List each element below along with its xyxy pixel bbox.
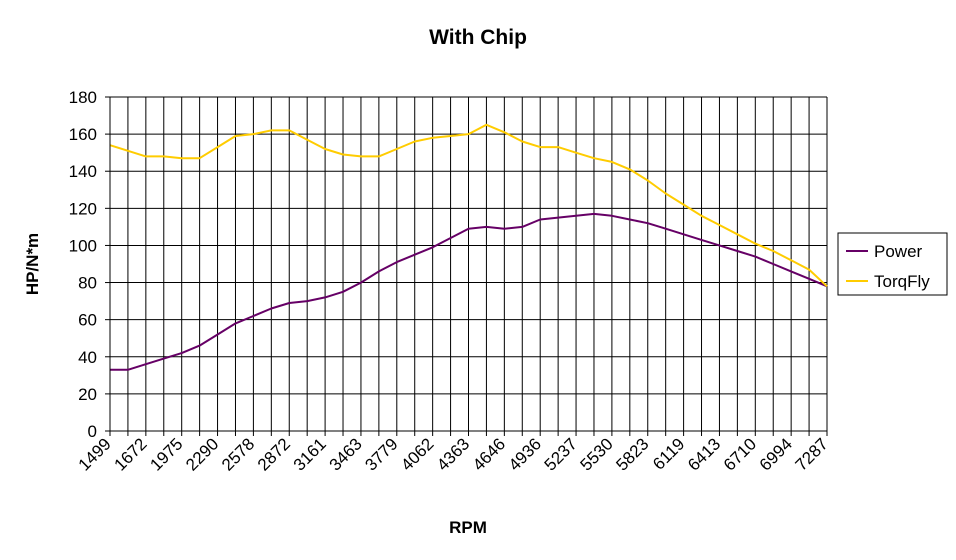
x-tick-label: 3463 bbox=[326, 434, 366, 474]
y-tick-label: 80 bbox=[78, 274, 97, 293]
x-axis-title: RPM bbox=[449, 518, 487, 537]
y-tick-label: 0 bbox=[88, 422, 97, 441]
legend: Power TorqFly bbox=[837, 232, 948, 296]
x-axis: 1499167219752290257828723161346337794062… bbox=[75, 430, 832, 475]
y-tick-label: 140 bbox=[69, 162, 97, 181]
x-tick-label: 2578 bbox=[218, 434, 258, 474]
y-tick-label: 20 bbox=[78, 385, 97, 404]
x-tick-label: 4363 bbox=[433, 434, 473, 474]
x-tick-label: 6994 bbox=[756, 434, 796, 474]
chart-title: With Chip bbox=[429, 26, 527, 49]
x-tick-label: 6710 bbox=[720, 434, 760, 474]
x-tick-label: 7287 bbox=[792, 434, 832, 474]
y-tick-label: 120 bbox=[69, 199, 97, 218]
legend-box bbox=[837, 232, 948, 296]
x-tick-label: 5237 bbox=[541, 434, 581, 474]
x-tick-label: 4646 bbox=[469, 434, 509, 474]
grid bbox=[109, 96, 828, 432]
x-tick-label: 1499 bbox=[75, 434, 115, 474]
legend-label-torqfly: TorqFly bbox=[874, 272, 930, 291]
x-tick-label: 3779 bbox=[361, 434, 401, 474]
x-tick-label: 6119 bbox=[649, 434, 688, 473]
y-tick-label: 40 bbox=[78, 348, 97, 367]
y-tick-label: 100 bbox=[69, 236, 97, 255]
x-tick-label: 4936 bbox=[505, 434, 545, 474]
x-tick-label: 4062 bbox=[397, 434, 437, 474]
y-tick-label: 160 bbox=[69, 125, 97, 144]
legend-label-power: Power bbox=[874, 242, 923, 261]
series-line-power bbox=[110, 212, 828, 371]
x-tick-label: 5823 bbox=[612, 434, 652, 474]
x-tick-label: 3161 bbox=[290, 434, 330, 474]
x-tick-label: 5530 bbox=[577, 434, 617, 474]
series-lines bbox=[109, 123, 828, 371]
x-tick-label: 1672 bbox=[110, 434, 150, 474]
x-tick-label: 2290 bbox=[182, 434, 222, 474]
x-tick-label: 1975 bbox=[146, 434, 186, 474]
y-axis: 0 20 40 60 80 100 120 140 160 180 bbox=[69, 88, 111, 441]
y-tick-label: 60 bbox=[78, 311, 97, 330]
x-tick-label: 2872 bbox=[254, 434, 294, 474]
x-tick-label: 6413 bbox=[684, 434, 724, 474]
series-line-torqfly bbox=[109, 123, 828, 288]
y-axis-title: HP/N*m bbox=[23, 233, 42, 295]
y-tick-label: 180 bbox=[69, 88, 97, 107]
